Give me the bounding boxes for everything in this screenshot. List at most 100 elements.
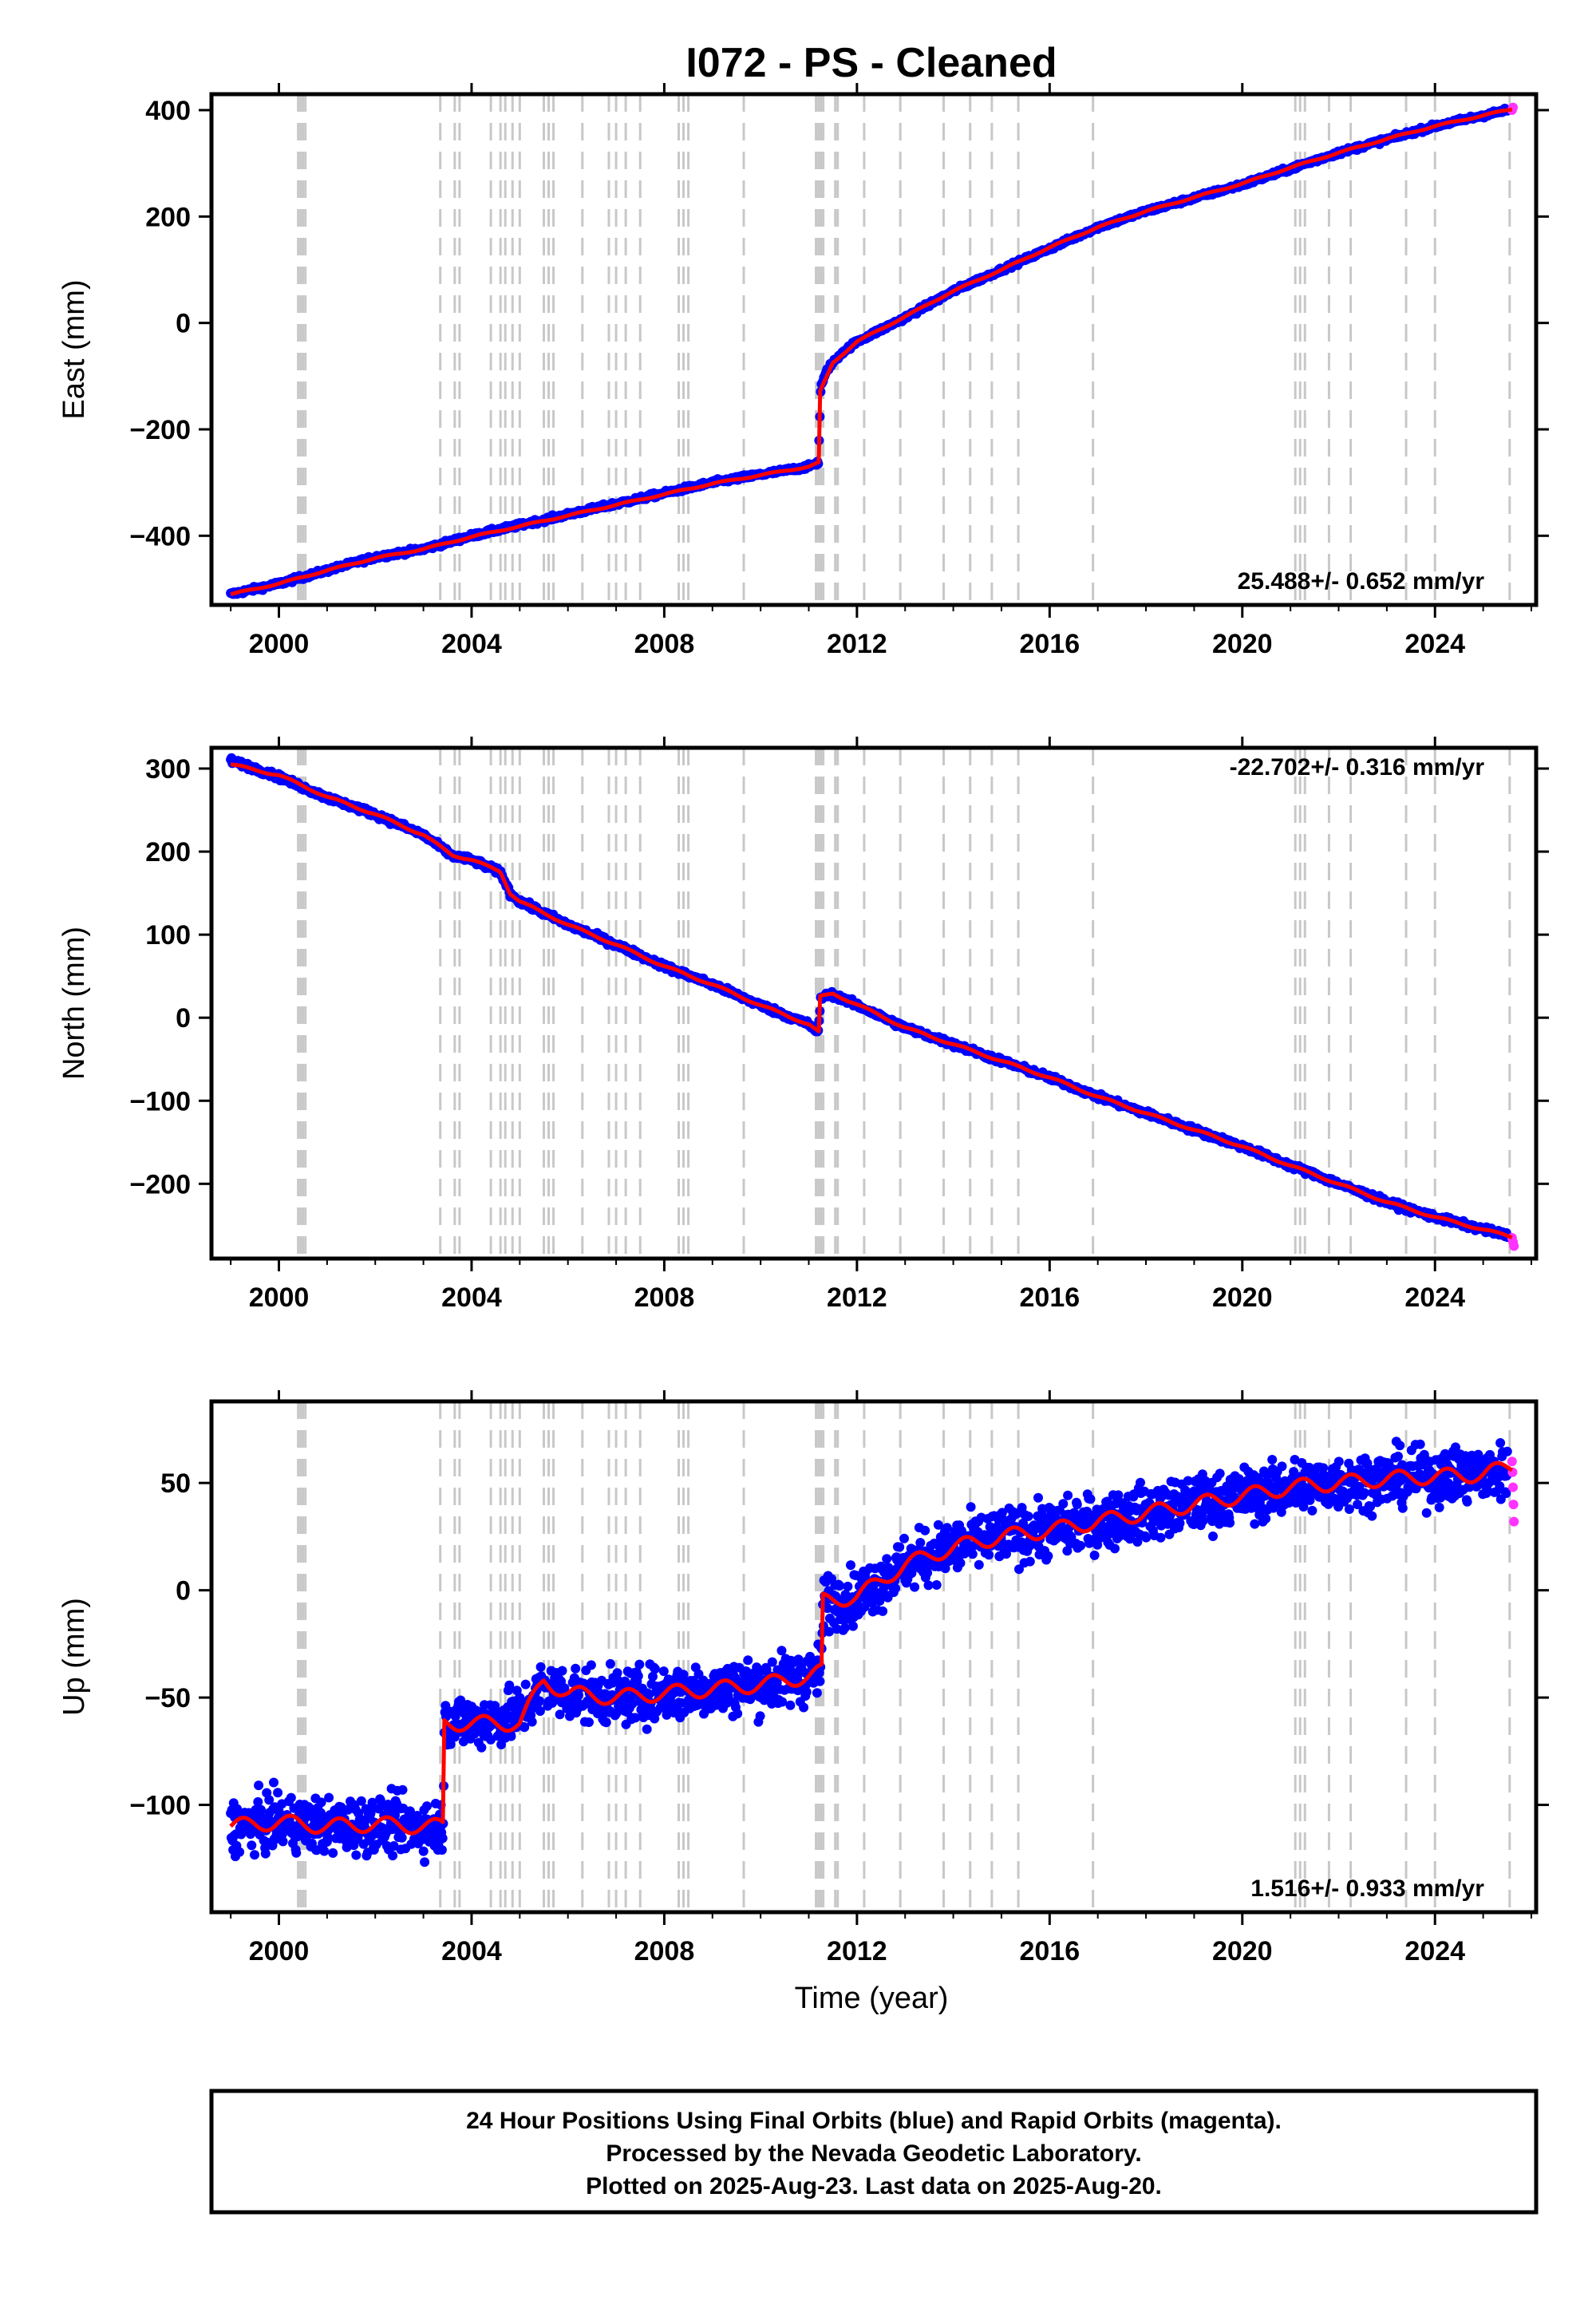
north-rapid-point — [1509, 1241, 1519, 1251]
up-final-point — [895, 1542, 905, 1552]
up-final-point — [967, 1549, 978, 1559]
up-final-point — [269, 1777, 279, 1788]
east-y-tick-label: 400 — [145, 96, 191, 126]
up-final-point — [535, 1662, 546, 1672]
up-final-point — [247, 1840, 257, 1851]
east-x-tick-label: 2000 — [249, 629, 310, 659]
east-x-tick-label: 2024 — [1404, 629, 1465, 659]
up-final-point — [388, 1851, 398, 1861]
up-final-point — [920, 1525, 930, 1535]
up-final-point — [584, 1717, 594, 1727]
up-final-point — [235, 1847, 245, 1857]
up-final-point — [910, 1582, 920, 1592]
north-x-tick-label: 2004 — [441, 1282, 502, 1313]
north-rate-label: -22.702+/- 0.316 mm/yr — [1230, 754, 1485, 781]
up-final-point — [843, 1581, 853, 1591]
up-final-point — [658, 1666, 669, 1677]
north-x-tick-label: 2012 — [827, 1282, 887, 1313]
up-final-point — [848, 1621, 858, 1631]
up-final-point — [755, 1711, 765, 1721]
up-final-point — [1033, 1492, 1043, 1503]
up-final-point — [437, 1833, 448, 1844]
east-x-tick-label: 2016 — [1020, 629, 1080, 659]
east-model-line — [230, 107, 1513, 597]
up-final-point — [273, 1788, 283, 1798]
figure-title: I072 - PS - Cleaned — [685, 40, 1057, 86]
up-final-point — [506, 1731, 516, 1741]
up-final-point — [899, 1533, 909, 1543]
up-final-point — [250, 1850, 259, 1860]
up-final-point — [422, 1801, 432, 1812]
north-plot-area — [226, 748, 1519, 1259]
up-final-point — [1063, 1490, 1073, 1500]
up-final-point — [1025, 1556, 1035, 1567]
up-final-point — [812, 1688, 822, 1698]
up-final-point — [324, 1792, 334, 1803]
up-final-point — [974, 1559, 984, 1570]
up-final-point — [319, 1846, 330, 1856]
north-x-tick-label: 2024 — [1404, 1282, 1465, 1313]
east-rate-label: 25.488+/- 0.652 mm/yr — [1238, 568, 1485, 595]
north-x-tick-label: 2020 — [1212, 1282, 1273, 1313]
up-final-point — [733, 1709, 743, 1719]
up-final-point — [891, 1583, 901, 1594]
east-frame — [209, 92, 1539, 607]
east-y-tick-label: 0 — [176, 309, 191, 339]
east-x-tick-label: 2012 — [827, 629, 887, 659]
north-y-tick-label: −100 — [129, 1086, 191, 1117]
north-y-tick-label: −200 — [129, 1169, 191, 1199]
up-final-point — [878, 1606, 888, 1616]
up-final-point — [601, 1717, 611, 1728]
up-final-point — [839, 1622, 850, 1633]
east-x-tick-label: 2020 — [1212, 629, 1273, 659]
north-panel: 2000 2004 2008 2012 2016 2020 2024−200−1000100… — [57, 737, 1549, 1313]
up-final-point — [397, 1784, 408, 1795]
north-x-tick-label: 2008 — [634, 1282, 695, 1313]
up-final-point — [633, 1671, 643, 1681]
east-plot-area — [226, 94, 1519, 605]
east-y-axis-label: East (mm) — [57, 279, 91, 419]
up-final-point — [966, 1502, 976, 1512]
up-final-point — [573, 1690, 583, 1701]
up-final-point — [767, 1657, 777, 1667]
north-y-tick-label: 0 — [176, 1003, 191, 1034]
up-final-point — [984, 1550, 994, 1560]
up-final-point — [535, 1696, 545, 1706]
up-final-point — [571, 1663, 581, 1674]
up-final-point — [351, 1850, 361, 1860]
north-y-axis-label: North (mm) — [57, 927, 91, 1080]
up-final-point — [254, 1780, 264, 1791]
north-x-tick-label: 2016 — [1020, 1282, 1080, 1313]
up-final-point — [291, 1848, 302, 1858]
up-final-point — [650, 1664, 660, 1674]
up-final-point — [1089, 1550, 1100, 1560]
up-final-point — [586, 1660, 596, 1670]
east-x-tick-label: 2004 — [441, 629, 502, 659]
up-final-point — [286, 1792, 296, 1803]
up-final-point — [520, 1679, 531, 1690]
up-final-point — [418, 1846, 429, 1856]
up-final-point — [835, 1581, 845, 1591]
up-final-point — [256, 1804, 266, 1815]
up-final-point — [605, 1658, 615, 1669]
up-final-point — [397, 1832, 407, 1843]
up-final-point — [882, 1554, 892, 1564]
east-y-tick-label: −400 — [129, 521, 191, 551]
up-final-point — [420, 1857, 430, 1867]
north-x-tick-label: 2000 — [249, 1282, 310, 1313]
up-final-point — [634, 1659, 645, 1670]
up-final-point — [1072, 1500, 1082, 1510]
up-final-point — [437, 1845, 447, 1855]
east-y-tick-label: 200 — [145, 202, 191, 232]
up-final-point — [476, 1742, 487, 1753]
up-final-point — [743, 1655, 753, 1666]
up-final-point — [1023, 1512, 1033, 1521]
east-panel: 2000 2004 2008 2012 2016 2020 2024 −400 −200 0 200… — [57, 83, 1549, 659]
east-x-tick-label: 2008 — [634, 629, 695, 659]
east-y-tick-label: −200 — [129, 415, 191, 445]
up-final-point — [815, 1676, 825, 1686]
up-final-point — [278, 1836, 288, 1847]
up-final-point — [799, 1702, 809, 1713]
